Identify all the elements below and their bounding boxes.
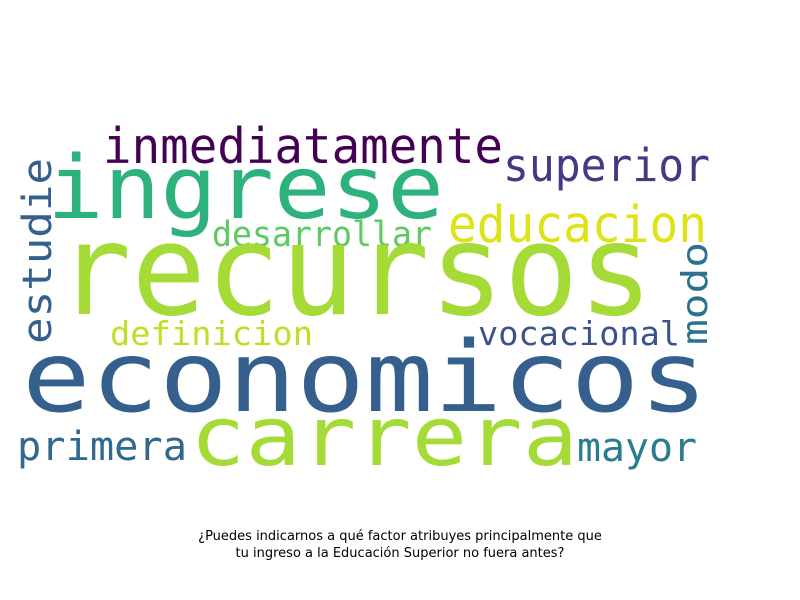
word-inmediatamente: inmediatamente [103, 118, 503, 175]
word-mayor: mayor [577, 425, 697, 471]
word-educacion: educacion [448, 196, 707, 255]
word-primera: primera [17, 424, 187, 470]
word-carrera: carrera [190, 390, 578, 485]
word-superior: superior [503, 139, 710, 192]
word-estudie: estudie [15, 158, 61, 344]
word-ingrese: ingrese [47, 137, 444, 239]
word-desarrollar: desarrollar [212, 215, 432, 255]
word-recursos: recursos [57, 196, 653, 344]
figure-caption: ¿Puedes indicarnos a qué factor atribuye… [0, 528, 800, 562]
caption-line-1: ¿Puedes indicarnos a qué factor atribuye… [198, 529, 602, 544]
word-economicos: economicos [22, 321, 708, 435]
word-vocacional: vocacional [478, 314, 680, 353]
word-modo: modo [675, 242, 716, 345]
word-definicion: definicion [110, 314, 313, 353]
caption-line-2: tu ingreso a la Educación Superior no fu… [235, 546, 565, 561]
